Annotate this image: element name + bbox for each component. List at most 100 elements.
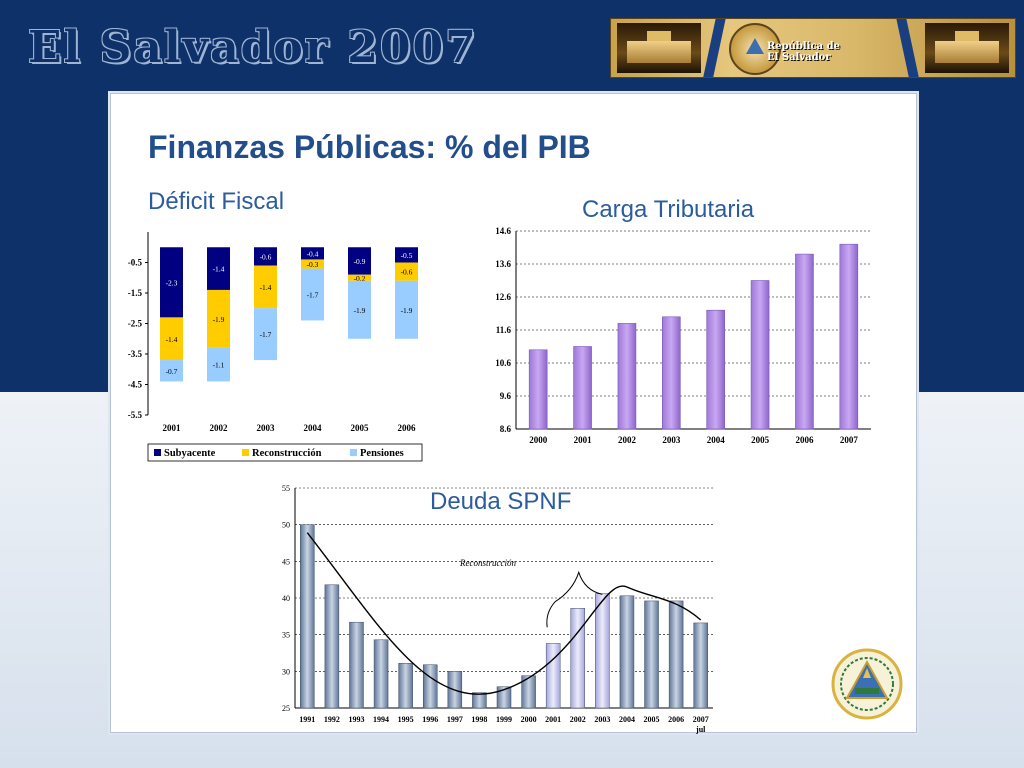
- bar: [422, 664, 438, 709]
- banner-title: El Salvador 2007: [28, 22, 478, 73]
- bar-segment: [395, 262, 418, 281]
- bar-segment: [348, 280, 371, 339]
- data-label: -1.4: [213, 265, 225, 274]
- x-tick-label: 1996: [422, 715, 438, 724]
- x-tick-label: 2005: [351, 423, 370, 433]
- y-tick-label: 14.6: [495, 226, 511, 236]
- data-label: -0.6: [401, 268, 413, 277]
- y-tick-label: 40: [282, 594, 290, 603]
- data-label: -0.5: [401, 251, 413, 260]
- legend-swatch: [242, 449, 249, 456]
- palace-photo-left: [617, 23, 701, 73]
- bar-segment: [207, 247, 230, 290]
- y-tick-label: 55: [282, 484, 290, 493]
- banner-stripe-left: [701, 19, 727, 77]
- y-tick-label: -5.5: [128, 410, 143, 420]
- deficit-chart: -0.5 -1.5 -2.5 -3.5 -4.5 -5.5 -2.3 -1.4 -0.7 2001…: [128, 232, 423, 462]
- y-tick-label: 25: [282, 704, 290, 713]
- bar-segment: [301, 247, 324, 260]
- bar: [795, 253, 814, 430]
- reconstruction-brace: [546, 570, 603, 628]
- bar-segment: [254, 308, 277, 361]
- annotation-label: Reconstrucción: [459, 558, 516, 568]
- x-tick-label: 2002: [618, 435, 637, 445]
- bar-segment: [160, 247, 183, 318]
- x-tick-label: 1994: [373, 715, 389, 724]
- x-tick-label: 2001: [574, 435, 593, 445]
- x-tick-label: 1998: [471, 715, 487, 724]
- page-title: Finanzas Públicas: % del PIB: [148, 129, 591, 165]
- carga-chart-title: Carga Tributaria: [582, 196, 755, 223]
- x-tick-label: 2000: [521, 715, 537, 724]
- deficit-chart-title: Déficit Fiscal: [148, 188, 285, 215]
- x-tick-label: 1995: [398, 715, 414, 724]
- data-label: -1.4: [166, 335, 178, 344]
- carga-chart: 8.6 9.6 10.6 11.6 12.6 13.6 14.6 2000 2001 2002 20…: [495, 226, 871, 445]
- x-tick-label: 2006: [795, 435, 814, 445]
- bar-segment: [395, 247, 418, 263]
- y-tick-label: 11.6: [496, 325, 512, 335]
- data-label: -0.7: [166, 367, 178, 376]
- y-tick-label: 35: [282, 631, 290, 640]
- bar: [693, 622, 708, 709]
- deuda-chart-title: Deuda SPNF: [430, 488, 572, 515]
- content-panel: [110, 93, 917, 733]
- bar: [668, 600, 684, 709]
- bar-segment: [301, 259, 324, 269]
- legend-label: Subyacente: [164, 448, 216, 459]
- x-tick-sublabel: jul: [695, 725, 706, 734]
- coat-of-arms-seal-icon: [831, 648, 903, 720]
- trend-line: [306, 532, 702, 695]
- bar-segment: [254, 265, 277, 309]
- bar: [300, 524, 315, 709]
- x-tick-label: 2002: [210, 423, 229, 433]
- legend: Subyacente Reconstrucción Pensiones: [147, 443, 423, 462]
- x-tick-label: 1993: [348, 715, 364, 724]
- y-tick-label: 13.6: [495, 259, 511, 269]
- coat-of-arms-icon: [729, 23, 781, 75]
- x-tick-label: 2006: [398, 423, 417, 433]
- x-tick-label: 2004: [619, 715, 635, 724]
- data-label: -1.1: [213, 361, 225, 370]
- legend-swatch: [154, 449, 161, 456]
- bar: [545, 643, 561, 709]
- bar: [324, 584, 340, 709]
- bar: [644, 600, 659, 709]
- bar-segment: [160, 317, 183, 361]
- x-tick-label: 2006: [668, 715, 684, 724]
- bar-segment: [207, 347, 230, 382]
- bar: [750, 280, 770, 430]
- data-label: -1.7: [260, 330, 272, 339]
- bar: [398, 663, 413, 709]
- x-tick-label: 2003: [594, 715, 610, 724]
- bar: [617, 323, 637, 430]
- palace-photo-right: [925, 23, 1009, 73]
- legend-box: [147, 443, 423, 462]
- banner-image: República de El Salvador: [610, 18, 1016, 78]
- bar: [570, 608, 586, 709]
- y-tick-label: -0.5: [128, 258, 143, 268]
- x-tick-label: 1997: [447, 715, 463, 724]
- bar: [839, 243, 859, 430]
- bar-segment: [348, 247, 371, 275]
- y-tick-label: 50: [282, 521, 290, 530]
- x-tick-label: 2005: [751, 435, 770, 445]
- bar: [573, 346, 592, 430]
- banner-stripe-right: [895, 19, 921, 77]
- bar: [349, 621, 364, 709]
- bar-segment: [301, 268, 324, 321]
- bar-segment: [254, 247, 277, 266]
- x-tick-label: 2000: [529, 435, 548, 445]
- x-tick-label: 1991: [299, 715, 315, 724]
- data-label: -1.9: [401, 306, 413, 315]
- bar: [595, 593, 610, 709]
- x-tick-label: 2001: [163, 423, 182, 433]
- bar: [619, 595, 635, 709]
- bar-segment: [160, 360, 183, 382]
- data-label: -1.4: [260, 283, 272, 292]
- x-tick-label: 1999: [496, 715, 512, 724]
- bar: [528, 349, 548, 430]
- y-tick-label: -3.5: [128, 349, 143, 359]
- data-label: -1.9: [354, 306, 366, 315]
- x-tick-label: 2007: [693, 715, 709, 724]
